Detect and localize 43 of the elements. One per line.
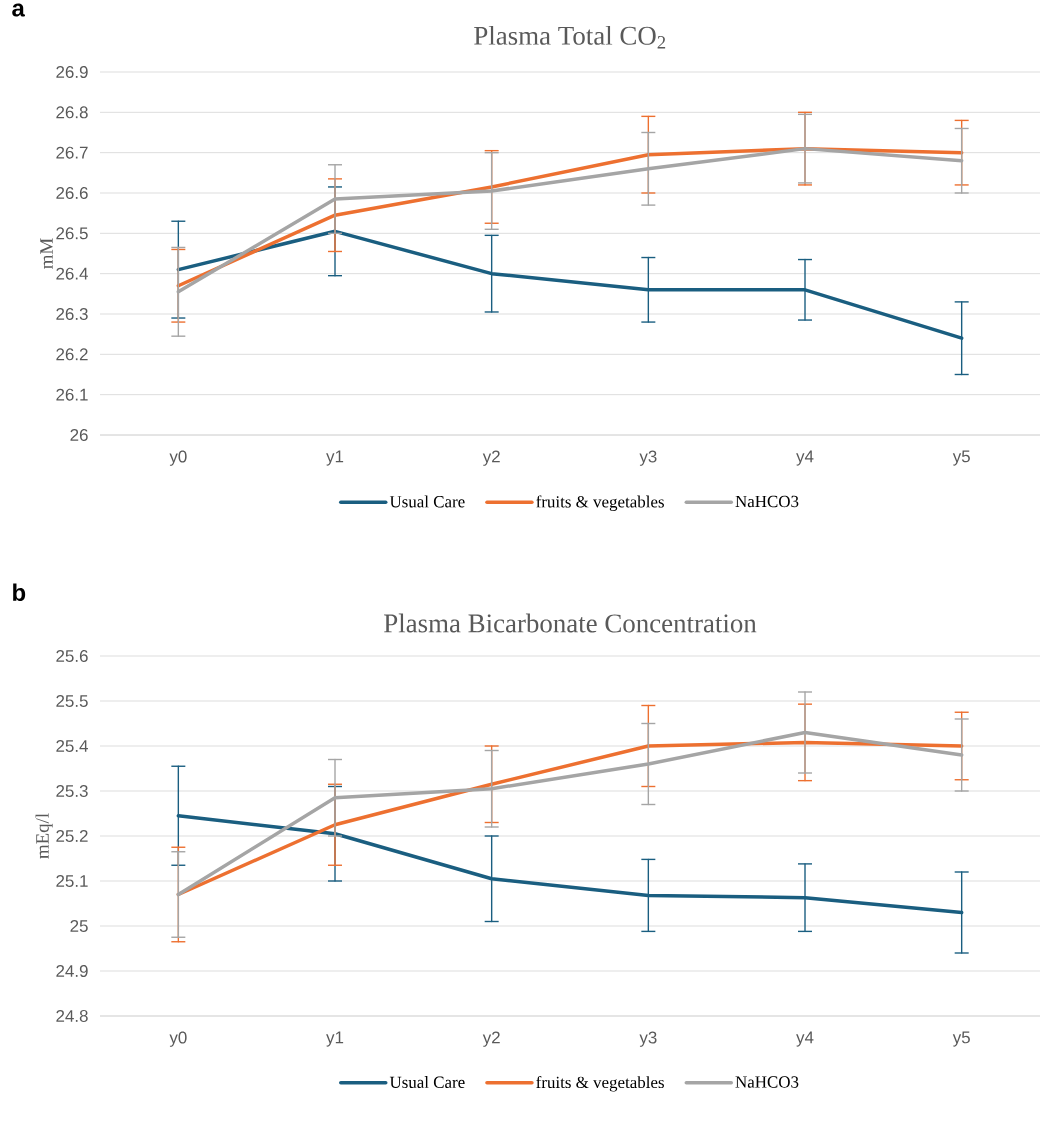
y-tick-label: 26 [70,428,88,441]
text: a [12,3,25,17]
x-tick-label: y0 [169,1031,187,1047]
y-tick-label: 24.9 [56,965,88,977]
x-tick-label: y4 [796,450,814,466]
legend-label: NaHCO3 [735,1076,799,1088]
y-tick-label: 26.6 [56,187,88,199]
x-tick-label: y5 [952,1031,970,1047]
x-tick-label: y0 [169,450,187,466]
y-tick-label: 25 [70,920,88,932]
y-tick-label: 26.7 [56,146,88,159]
y-tick-label: 26.1 [56,388,88,401]
text: b [13,583,26,602]
y-tick-label: 25.6 [56,650,88,662]
y-tick-label: 25.4 [56,740,88,752]
legend-label: Usual Care [389,495,465,508]
y-tick-label: 25.3 [56,785,88,797]
y-tick-label: 25.2 [56,830,88,842]
y-tick-label: 26.5 [56,227,88,240]
x-tick-label: y3 [639,1031,657,1047]
x-tick-label: y1 [326,1031,344,1047]
legend-label: fruits & vegetables [536,495,664,512]
x-tick-label: y4 [796,1031,814,1047]
y-tick-label: 26.4 [56,267,88,280]
chart-title: Plasma Bicarbonate Concentration [384,613,757,633]
legend-label: Usual Care [389,1076,465,1088]
x-tick-label: y1 [326,450,344,466]
y-tick-label: 26.3 [56,308,88,320]
x-tick-label: y2 [482,450,500,466]
legend-label: fruits & vegetables [536,1075,664,1092]
legend-label: NaHCO3 [735,495,799,508]
y-tick-label: 24.8 [56,1010,88,1022]
x-tick-label: y3 [639,450,657,466]
chart-title: Plasma Total CO$_{2}$ [474,25,666,49]
y-tick-label: 26.8 [56,106,88,119]
y-tick-label: 25.5 [56,695,88,707]
y-tick-label: 26.9 [56,66,88,78]
x-tick-label: y2 [482,1031,500,1047]
x-tick-label: y5 [952,450,970,466]
y-tick-label: 25.1 [56,875,88,887]
y-axis-title: mEq/l [35,813,53,859]
y-tick-label: 26.2 [56,348,88,361]
y-axis-title: mM [40,238,53,269]
